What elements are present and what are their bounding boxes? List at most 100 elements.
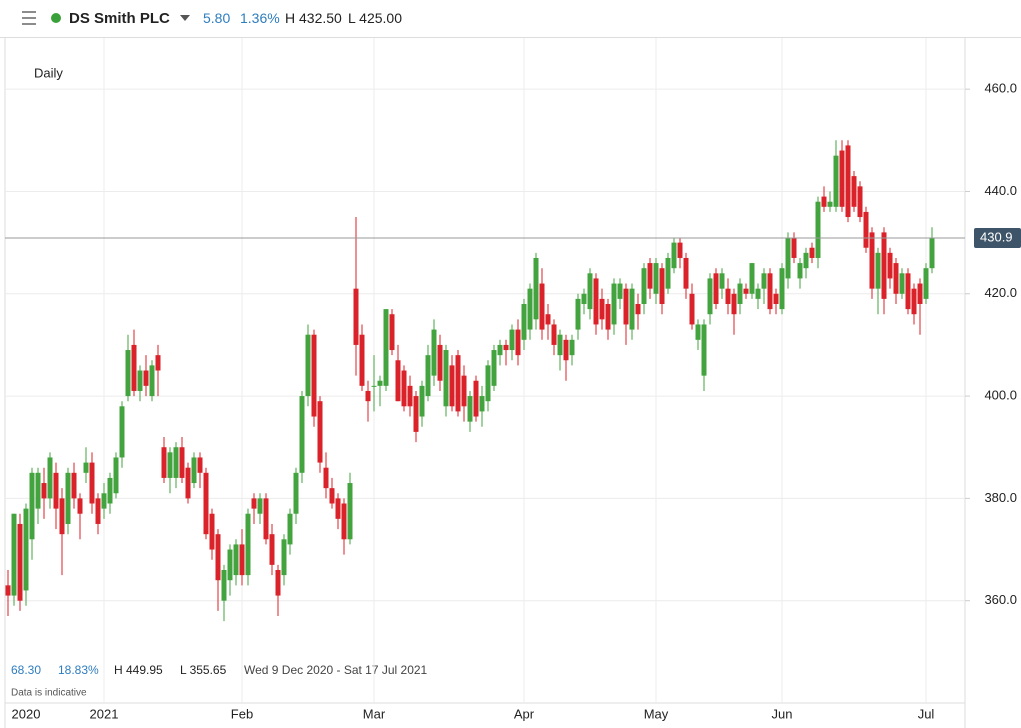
candle-body [473,380,479,417]
header: DS Smith PLC 5.80 1.36% H 432.50 L 425.0… [0,0,1021,38]
candle-body [125,350,131,397]
candle-body [857,186,863,218]
candle-body [827,201,833,207]
change-pct: 1.36% [240,10,280,26]
y-tick-label: 460.0 [984,81,1017,96]
status-dot [51,13,61,23]
candle-body [305,334,311,397]
candle-body [713,273,719,304]
y-tick-label: 440.0 [984,183,1017,198]
candle-body [767,273,773,310]
candle-body [575,298,581,330]
candle-body [359,334,365,386]
candle-body [539,283,545,330]
candle-body [731,293,737,315]
candle-body [149,365,155,397]
candle-body [161,447,167,478]
candle-body [365,390,371,402]
menu-icon[interactable] [20,0,50,37]
candle-body [893,263,899,294]
candle-body [431,329,437,376]
day-high: H 432.50 [285,10,342,26]
candle-body [671,242,677,269]
candle-body [443,350,449,407]
candle-body [917,283,923,304]
candle-body [551,324,557,345]
candle-body [593,278,599,325]
candle-body [911,288,917,315]
candle-body [617,283,623,299]
candle-body [29,472,35,540]
candle-body [299,396,305,473]
candle-body [59,498,65,535]
candle-body [629,288,635,330]
candle-body [197,457,203,473]
candle-body [803,252,809,269]
candle-body [143,370,149,386]
candle-body [191,457,197,484]
candle-body [383,309,389,386]
candle-body [905,273,911,310]
period-range: Wed 9 Dec 2020 - Sat 17 Jul 2021 [244,663,428,677]
candle-body [791,237,797,258]
x-tick-label: Jul [918,706,935,721]
candle-body [335,498,341,519]
candle-body [239,544,245,576]
candle-body [311,334,317,417]
candle-body [113,457,119,494]
x-tick-label: Jun [772,706,793,721]
candle-body [17,523,23,601]
candle-body [461,375,467,407]
candle-body [479,396,485,412]
candle-body [845,145,851,218]
candle-body [683,257,689,289]
y-tick-label: 360.0 [984,592,1017,607]
candle-body [887,252,893,279]
candle-body [695,324,701,340]
candle-body [131,344,137,391]
candle-body [545,314,551,325]
candle-body [449,365,455,407]
candle-body [599,298,605,320]
last-price-tag [974,228,1021,249]
candle-body [395,360,401,402]
candle-body [5,585,11,596]
candle-body [251,498,257,509]
candle-body [347,483,353,540]
instrument-name[interactable]: DS Smith PLC [69,10,170,27]
candle-body [215,534,221,581]
candle-body [101,493,107,509]
candle-body [725,288,731,304]
candle-body [179,447,185,478]
candle-body [269,534,275,565]
interval-label: Daily [34,65,63,80]
candle-body [809,247,815,258]
y-tick-label: 380.0 [984,490,1017,505]
candle-body [611,283,617,325]
candle-body [419,385,425,417]
candle-body [677,242,683,258]
candle-body [227,549,233,581]
candle-body [719,273,725,289]
x-tick-label: Feb [231,706,253,721]
candle-body [581,293,587,304]
candle-body [737,283,743,304]
x-tick-label: 2020 [12,706,41,721]
candle-body [185,467,191,499]
dropdown-arrow[interactable] [179,0,193,37]
candle-body [851,176,857,207]
candle-body [329,488,335,504]
candle-body [53,472,59,509]
candle-body [341,503,347,540]
candle-body [275,570,281,596]
candle-body [815,201,821,258]
candle-body [797,263,803,279]
candle-body [77,498,83,514]
candle-body [23,508,29,591]
candle-body [869,232,875,289]
candle-body [173,447,179,478]
candle-body [323,467,329,489]
candle-body [137,370,143,391]
candle-body [503,344,509,351]
